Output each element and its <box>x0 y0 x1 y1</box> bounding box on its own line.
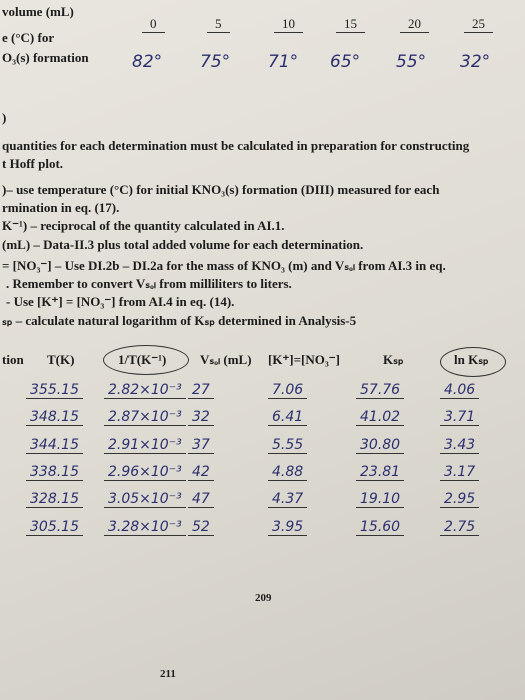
handwritten-cell: 4.37 <box>268 491 308 508</box>
volume-value: 5 <box>207 16 230 33</box>
handwritten-cell: 2.82×10⁻³ <box>104 382 186 399</box>
volume-value: 10 <box>274 16 303 33</box>
instruction-line: . Remember to convert Vₛₒₗ from millilit… <box>6 276 292 291</box>
volume-value: 25 <box>464 16 493 33</box>
handwritten-temp: 82° <box>132 52 163 72</box>
handwritten-cell: 19.10 <box>356 491 405 508</box>
table-header: tion <box>2 352 24 367</box>
handwritten-cell: 355.15 <box>26 382 83 399</box>
handwritten-cell: 3.43 <box>440 437 480 454</box>
handwritten-cell: 2.75 <box>440 519 480 536</box>
table-header: Kₛₚ <box>383 352 404 367</box>
handwritten-cell: 2.96×10⁻³ <box>104 464 186 481</box>
table-header: 1/T(K⁻¹) <box>118 352 167 367</box>
row-label: volume (mL) <box>2 4 74 19</box>
handwritten-cell: 305.15 <box>26 519 83 536</box>
handwritten-temp: 75° <box>200 52 231 72</box>
handwritten-cell: 5.55 <box>268 437 308 454</box>
handwritten-cell: 37 <box>188 437 214 454</box>
circle-annotation <box>440 347 506 377</box>
instruction-line: (mL) – Data-II.3 plus total added volume… <box>2 237 364 252</box>
table-header: T(K) <box>47 352 75 367</box>
handwritten-cell: 3.95 <box>268 519 308 536</box>
row-label: e (°C) for <box>2 30 55 45</box>
instruction-line: - Use [K⁺] = [NO₃⁻] from AI.4 in eq. (14… <box>6 294 235 309</box>
handwritten-cell: 344.15 <box>26 437 83 454</box>
handwritten-cell: 3.28×10⁻³ <box>104 519 186 536</box>
handwritten-cell: 2.91×10⁻³ <box>104 437 186 454</box>
row-label: O₃(s) formation <box>2 50 89 65</box>
instruction-line: K⁻¹) – reciprocal of the quantity calcul… <box>2 218 285 233</box>
page-number: 209 <box>255 592 272 604</box>
page-number: 211 <box>160 668 176 680</box>
handwritten-cell: 30.80 <box>356 437 405 454</box>
handwritten-cell: 348.15 <box>26 409 83 426</box>
handwritten-cell: 3.05×10⁻³ <box>104 491 186 508</box>
handwritten-cell: 4.06 <box>440 382 480 399</box>
table-header: Vₛₒₗ (mL) <box>200 352 252 367</box>
handwritten-cell: 27 <box>188 382 214 399</box>
handwritten-cell: 23.81 <box>356 464 405 481</box>
instruction-line: quantities for each determination must b… <box>2 138 470 153</box>
instruction-line: t Hoff plot. <box>2 156 64 171</box>
handwritten-temp: 32° <box>460 52 491 72</box>
handwritten-cell: 32 <box>188 409 214 426</box>
instruction-line: = [NO₃⁻] – Use DI.2b – DI.2a for the mas… <box>2 258 446 273</box>
table-header: [K⁺]=[NO₃⁻] <box>268 352 340 367</box>
handwritten-cell: 57.76 <box>356 382 405 399</box>
volume-value: 0 <box>142 16 165 33</box>
handwritten-cell: 4.88 <box>268 464 308 481</box>
instruction-line: rmination in eq. (17). <box>2 200 120 215</box>
volume-value: 15 <box>336 16 365 33</box>
instruction-line: )– use temperature (°C) for initial KNO₃… <box>2 182 440 197</box>
volume-value: 20 <box>400 16 429 33</box>
handwritten-cell: 2.87×10⁻³ <box>104 409 186 426</box>
handwritten-temp: 71° <box>268 52 299 72</box>
table-header: ln Kₛₚ <box>454 352 489 367</box>
handwritten-cell: 6.41 <box>268 409 308 426</box>
handwritten-cell: 41.02 <box>356 409 405 426</box>
handwritten-cell: 7.06 <box>268 382 308 399</box>
circle-annotation <box>103 345 189 375</box>
handwritten-cell: 47 <box>188 491 214 508</box>
handwritten-cell: 42 <box>188 464 214 481</box>
stray-text: ) <box>2 110 7 125</box>
handwritten-temp: 65° <box>330 52 361 72</box>
handwritten-cell: 3.17 <box>440 464 480 481</box>
handwritten-cell: 338.15 <box>26 464 83 481</box>
instruction-line: ₛₚ – calculate natural logarithm of Kₛₚ … <box>2 313 357 328</box>
handwritten-cell: 2.95 <box>440 491 480 508</box>
handwritten-temp: 55° <box>396 52 427 72</box>
handwritten-cell: 15.60 <box>356 519 405 536</box>
handwritten-cell: 328.15 <box>26 491 83 508</box>
handwritten-cell: 3.71 <box>440 409 480 426</box>
handwritten-cell: 52 <box>188 519 214 536</box>
